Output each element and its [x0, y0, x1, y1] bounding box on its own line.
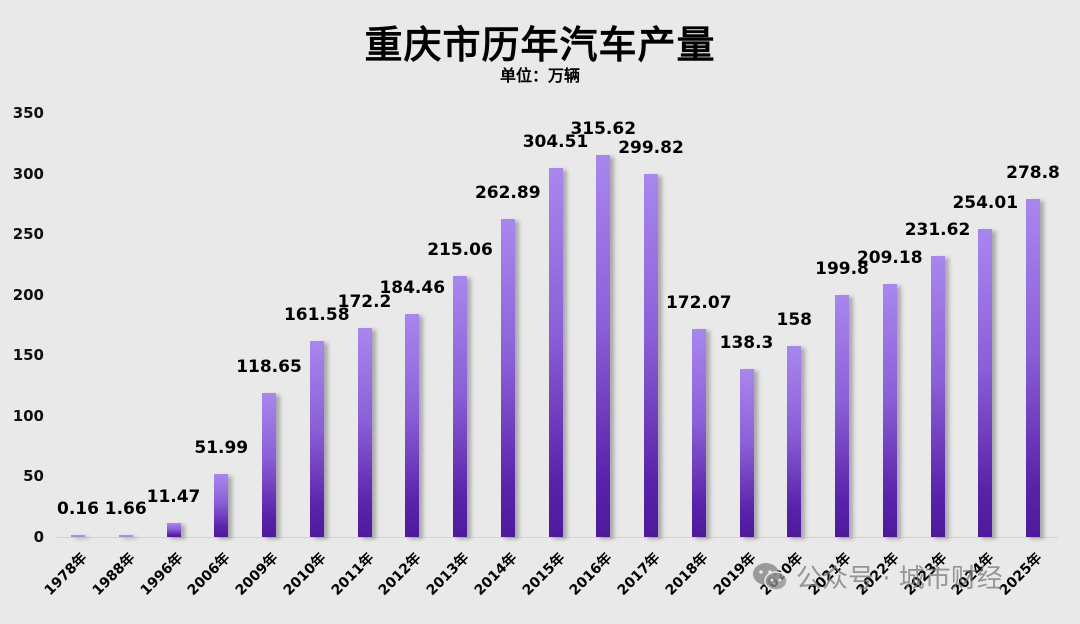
- bar-value-label: 315.62: [570, 118, 637, 139]
- y-tick-label: 50: [23, 467, 44, 486]
- bar-value-label: 299.82: [618, 137, 684, 158]
- bar: [882, 283, 897, 537]
- y-tick-label: 100: [12, 406, 44, 425]
- bar-value-label: 215.06: [427, 240, 493, 261]
- bar: [405, 313, 420, 537]
- bar-value-label: 138.3: [719, 333, 774, 354]
- bar-value-label: 199.8: [815, 258, 869, 279]
- bar: [548, 168, 563, 537]
- bar-value-label: 118.65: [236, 357, 302, 378]
- bar-value-label: 172.07: [665, 292, 732, 313]
- bar: [930, 256, 945, 537]
- bar-value-label: 0.16: [57, 499, 99, 519]
- bar: [262, 393, 276, 537]
- bar-value-label: 262.89: [474, 182, 541, 203]
- bar: [166, 523, 181, 537]
- bar: [118, 534, 133, 537]
- y-tick-label: 300: [12, 164, 44, 183]
- bar-value-label: 209.18: [856, 247, 923, 268]
- bar: [691, 328, 706, 537]
- y-tick-label: 250: [12, 225, 44, 244]
- bar: [644, 173, 658, 537]
- bar-value-label: 254.01: [952, 193, 1019, 214]
- bar: [71, 535, 85, 537]
- bar: [739, 369, 754, 537]
- bar: [214, 474, 229, 537]
- y-tick-label: 350: [12, 104, 44, 122]
- bar-value-label: 11.47: [146, 487, 201, 508]
- y-tick-label: 150: [12, 346, 44, 365]
- bar: [596, 154, 611, 537]
- chart-title: 重庆市历年汽车产量: [364, 23, 716, 67]
- bar: [978, 229, 993, 537]
- chart-subtitle: 单位：万辆: [499, 66, 580, 85]
- bar-value-label: 231.62: [904, 220, 971, 241]
- y-tick-label: 0: [33, 528, 44, 546]
- bar-value-label: 1.66: [104, 498, 147, 519]
- bar-value-label: 278.8: [1006, 163, 1060, 184]
- bar-value-label: 161.58: [283, 305, 350, 326]
- bar: [453, 276, 467, 537]
- bar: [500, 218, 515, 537]
- bar: [309, 341, 324, 537]
- x-axis-baseline: [55, 537, 1058, 538]
- bar-value-label: 172.2: [337, 292, 392, 313]
- bar: [1026, 199, 1040, 537]
- bar-value-label: 158: [776, 309, 813, 330]
- y-tick-label: 200: [12, 285, 44, 304]
- bar: [357, 328, 372, 537]
- bar-value-label: 51.99: [194, 438, 249, 459]
- bar-value-label: 184.46: [379, 277, 446, 298]
- bar: [835, 294, 849, 537]
- bar: [787, 345, 802, 537]
- bar-value-label: 304.51: [522, 132, 589, 153]
